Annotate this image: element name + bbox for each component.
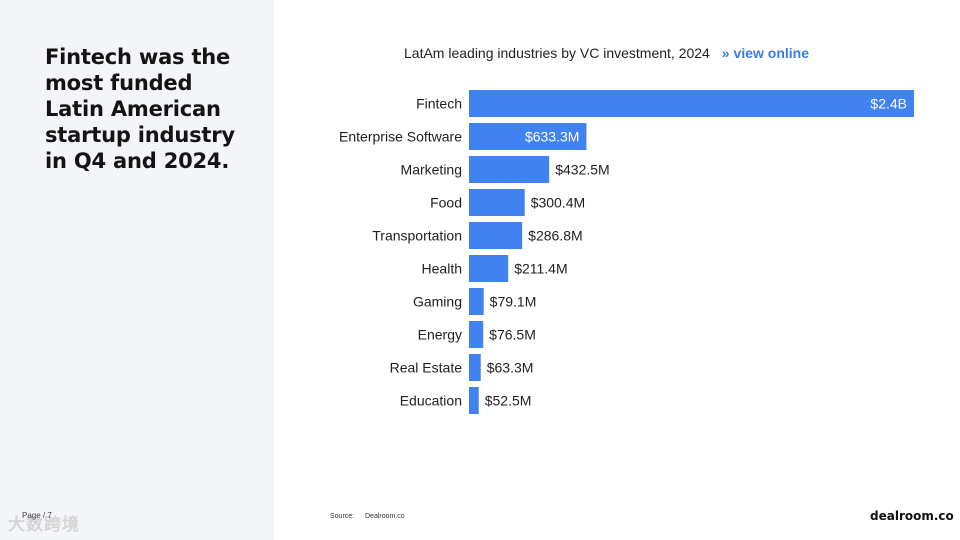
chart-header: LatAm leading industries by VC investmen…: [404, 45, 809, 61]
category-label-real-estate: Real Estate: [390, 360, 463, 376]
value-label-real-estate: $63.3M: [487, 360, 534, 376]
bar-fintech[interactable]: [469, 90, 914, 117]
bar-marketing[interactable]: [469, 156, 550, 183]
bar-gaming[interactable]: [469, 288, 484, 315]
source-label: Source:: [330, 513, 355, 520]
category-label-education: Education: [400, 393, 462, 409]
category-label-health: Health: [422, 261, 462, 277]
category-label-energy: Energy: [418, 327, 462, 343]
dealroom-logo: dealroom.co: [870, 509, 954, 523]
bar-transportation[interactable]: [469, 222, 523, 249]
watermark: 大数跨境: [8, 515, 80, 535]
value-label-food: $300.4M: [531, 195, 585, 211]
category-label-fintech: Fintech: [416, 96, 462, 112]
bar-energy[interactable]: [469, 321, 484, 348]
value-label-energy: $76.5M: [489, 327, 536, 343]
category-label-enterprise-software: Enterprise Software: [339, 129, 462, 145]
view-online-link[interactable]: » view online: [722, 45, 809, 61]
value-label-marketing: $432.5M: [555, 162, 609, 178]
category-label-transportation: Transportation: [372, 228, 462, 244]
bar-health[interactable]: [469, 255, 509, 282]
double-chevron-right-icon: »: [721, 45, 730, 61]
bar-education[interactable]: [469, 387, 479, 414]
category-label-food: Food: [430, 195, 462, 211]
page-number: Page / 7: [22, 511, 52, 520]
value-label-gaming: $79.1M: [490, 294, 537, 310]
left-panel: [0, 0, 274, 540]
value-label-fintech: $2.4B: [870, 96, 907, 112]
slide-headline: Fintech was the most funded Latin Americ…: [45, 45, 235, 173]
category-label-marketing: Marketing: [401, 162, 462, 178]
view-online-label: view online: [733, 45, 809, 61]
chart-title: LatAm leading industries by VC investmen…: [404, 45, 710, 61]
value-label-education: $52.5M: [485, 393, 532, 409]
category-label-gaming: Gaming: [413, 294, 462, 310]
bar-real-estate[interactable]: [469, 354, 481, 381]
source-value: Dealroom.co: [365, 513, 405, 520]
bar-food[interactable]: [469, 189, 525, 216]
value-label-health: $211.4M: [514, 261, 567, 277]
bar-enterprise-software[interactable]: [469, 123, 587, 150]
value-label-enterprise-software: $633.3M: [525, 129, 579, 145]
value-label-transportation: $286.8M: [528, 228, 582, 244]
